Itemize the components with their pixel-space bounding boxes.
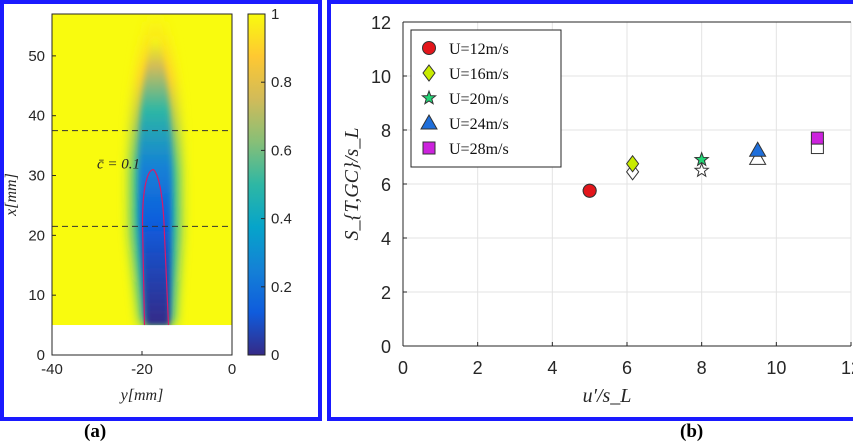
legend-label: U=12m/s	[449, 41, 509, 58]
y-tick-label: 40	[28, 108, 45, 125]
caption-b: (b)	[680, 421, 704, 442]
y-tick-label: 10	[371, 67, 391, 87]
colorbar-tick-label: 0.8	[271, 74, 292, 91]
colorbar-tick-label: 0	[271, 347, 279, 364]
scatter-chart: 0 2 4 6 8 10 12 0 2 4 6 8 10 12 u′/s_L S_{T,GC}/s_L U=1…	[341, 13, 853, 407]
y-tick-label: 50	[28, 48, 45, 65]
legend-label: U=24m/s	[449, 116, 509, 133]
y-axis-label: x[mm]	[4, 173, 20, 217]
legend-label: U=16m/s	[449, 66, 509, 83]
y-tick-label: 6	[381, 175, 391, 195]
y-axis-label: S_{T,GC}/s_L	[341, 128, 363, 241]
colorbar-tick-label: 0.4	[271, 211, 292, 228]
x-tick-label: 2	[473, 358, 483, 378]
open-marker	[693, 162, 710, 178]
data-points	[582, 131, 824, 198]
y-tick-label: 0	[37, 347, 45, 364]
x-tick-label: 0	[228, 361, 236, 378]
y-tick-label: 12	[371, 13, 391, 33]
scatter-axes: 0 2 4 6 8 10 12 0 2 4 6 8 10 12 u′/s_L S_{T,GC}/s_L	[341, 13, 853, 407]
y-tick-label: 2	[381, 283, 391, 303]
legend-marker	[422, 41, 436, 55]
x-tick-label: 0	[398, 358, 408, 378]
colorbar: 0 0.2 0.4 0.6 0.8 1	[247, 6, 292, 364]
legend-label: U=28m/s	[449, 141, 509, 158]
data-point	[582, 183, 597, 198]
y-tick-label: 0	[381, 337, 391, 357]
y-tick-label: 4	[381, 229, 391, 249]
legend-box	[410, 29, 562, 168]
colorbar-tick-label: 1	[271, 6, 279, 23]
open-marker	[748, 149, 767, 165]
data-point	[693, 151, 710, 167]
caption-a: (a)	[84, 421, 107, 442]
x-tick-label: 10	[766, 358, 786, 378]
x-tick-label: 6	[622, 358, 632, 378]
data-point	[625, 154, 640, 173]
x-tick-label: 12	[841, 358, 853, 378]
x-tick-label: 8	[697, 358, 707, 378]
annotation-label: c̄ = 0.1	[97, 157, 140, 173]
panel-a: c̄ = 0.1 -40 -20 0 0 10 20 30 40 50 y[mm] x[mm] 0 0.…	[0, 0, 322, 421]
legend: U=12m/s U=16m/s U=20m/s U=24m/s U=28m/s	[410, 29, 562, 168]
colorbar-tick-label: 0.2	[271, 279, 292, 296]
x-tick-label: -20	[131, 361, 153, 378]
legend-marker	[422, 141, 436, 155]
y-tick-label: 30	[28, 168, 45, 185]
heatmap-chart: c̄ = 0.1 -40 -20 0 0 10 20 30 40 50 y[mm] x[mm] 0 0.…	[4, 6, 292, 404]
legend-marker	[420, 89, 438, 105]
x-tick-label: 4	[547, 358, 557, 378]
colorbar-tick-label: 0.6	[271, 142, 292, 159]
legend-label: U=20m/s	[449, 91, 509, 108]
heatmap-field	[52, 14, 232, 326]
x-axis-label: u′/s_L	[583, 385, 632, 407]
legend-marker	[420, 113, 438, 130]
legend-marker	[422, 64, 436, 82]
data-point	[748, 141, 767, 157]
colorbar-bar	[247, 13, 266, 356]
panel-b: 0 2 4 6 8 10 12 0 2 4 6 8 10 12 u′/s_L S_{T,GC}/s_L U=1…	[327, 0, 853, 421]
x-tick-label: -40	[41, 361, 63, 378]
heatmap-axes: c̄ = 0.1 -40 -20 0 0 10 20 30 40 50 y[mm] x[mm]	[4, 13, 236, 404]
data-point	[810, 131, 824, 145]
flame-core	[138, 37, 172, 326]
y-tick-label: 10	[28, 287, 45, 304]
y-tick-label: 8	[381, 121, 391, 141]
x-axis-label: y[mm]	[119, 387, 164, 404]
y-tick-label: 20	[28, 227, 45, 244]
contour-line	[141, 168, 170, 326]
